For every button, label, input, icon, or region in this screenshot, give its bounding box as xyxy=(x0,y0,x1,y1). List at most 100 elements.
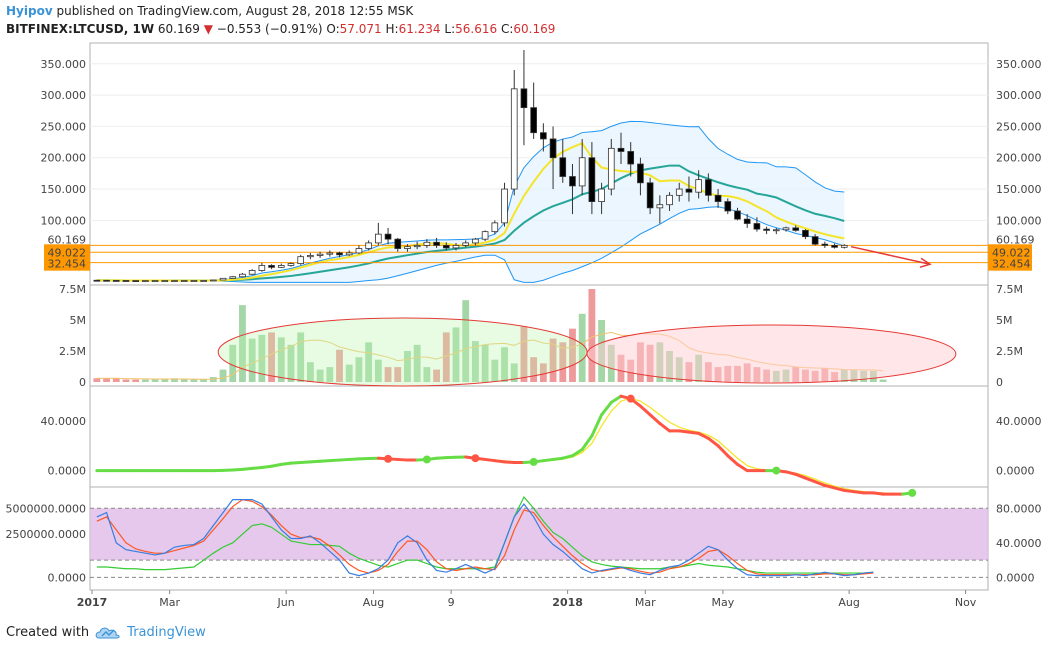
crossover-dot[interactable] xyxy=(422,455,431,464)
candle-body[interactable] xyxy=(151,280,159,283)
candle-body[interactable] xyxy=(840,245,848,248)
volume-bar[interactable] xyxy=(374,359,382,382)
candle-body[interactable] xyxy=(297,256,305,264)
volume-bar[interactable] xyxy=(219,369,227,382)
candle-body[interactable] xyxy=(520,88,528,109)
candle-body[interactable] xyxy=(617,147,625,152)
candle-body[interactable] xyxy=(530,107,537,134)
crossover-dot[interactable] xyxy=(908,488,917,497)
candle-body[interactable] xyxy=(821,243,829,246)
pane-frame-3[interactable] xyxy=(89,385,989,488)
candle-body[interactable] xyxy=(607,147,615,190)
candle-body[interactable] xyxy=(384,233,392,240)
volume-bar[interactable] xyxy=(491,359,499,382)
volume-bar[interactable] xyxy=(171,378,178,382)
crossover-dot[interactable] xyxy=(626,394,635,403)
candle-body[interactable] xyxy=(569,176,576,187)
volume-bar[interactable] xyxy=(384,367,392,382)
candle-body[interactable] xyxy=(404,246,411,249)
candle-body[interactable] xyxy=(326,252,334,255)
candle-body[interactable] xyxy=(248,270,256,275)
price-pane[interactable]: 350.000 350.000 300.000 300.000 250.000 250.0… xyxy=(41,50,1042,283)
candle-body[interactable] xyxy=(501,188,508,224)
candle-body[interactable] xyxy=(112,280,120,282)
volume-bar[interactable] xyxy=(355,357,363,382)
volume-bar[interactable] xyxy=(879,379,887,382)
volume-bar[interactable] xyxy=(471,341,479,382)
candle-body[interactable] xyxy=(258,265,266,271)
candle-body[interactable] xyxy=(695,179,702,193)
volume-bar[interactable] xyxy=(103,378,110,382)
candle-body[interactable] xyxy=(365,242,372,249)
candle-body[interactable] xyxy=(442,245,450,249)
candle-body[interactable] xyxy=(705,179,712,196)
volume-bar[interactable] xyxy=(306,362,314,382)
volume-bar[interactable] xyxy=(132,379,140,382)
candle-body[interactable] xyxy=(93,279,101,282)
volume-bar[interactable] xyxy=(559,342,567,382)
candle-body[interactable] xyxy=(462,242,470,246)
candle-body[interactable] xyxy=(811,236,819,245)
volume-bar[interactable] xyxy=(248,338,256,382)
oscillator-pane[interactable]: 40.0000 40.0000 0.0000 0.0000 xyxy=(41,394,1042,497)
candle-body[interactable] xyxy=(802,229,809,238)
volume-bar[interactable] xyxy=(93,378,101,382)
candle-body[interactable] xyxy=(734,210,741,220)
candle-body[interactable] xyxy=(375,233,382,244)
candle-body[interactable] xyxy=(268,265,275,268)
candle-body[interactable] xyxy=(714,194,722,202)
volume-bar[interactable] xyxy=(549,338,557,382)
candle-body[interactable] xyxy=(772,229,780,232)
candle-body[interactable] xyxy=(316,253,324,256)
volume-bar[interactable] xyxy=(190,379,198,382)
distribution-ellipse[interactable] xyxy=(586,324,957,384)
volume-bar[interactable] xyxy=(277,337,285,382)
crossover-dot[interactable] xyxy=(529,457,538,466)
tradingview-link[interactable]: TradingView xyxy=(127,625,206,640)
candle-body[interactable] xyxy=(724,201,732,212)
candle-body[interactable] xyxy=(394,238,402,249)
time-axis[interactable]: 2017 Mar Jun Aug 9 2018 Mar May Aug Nov xyxy=(77,590,977,609)
volume-bar[interactable] xyxy=(180,379,188,382)
candle-body[interactable] xyxy=(588,157,596,202)
candle-body[interactable] xyxy=(433,241,440,246)
forecast-arrow[interactable] xyxy=(850,245,931,265)
volume-bar[interactable] xyxy=(326,367,334,382)
volume-bar[interactable] xyxy=(394,367,402,382)
crossover-dot[interactable] xyxy=(384,454,393,463)
volume-bar[interactable] xyxy=(200,379,208,382)
candle-body[interactable] xyxy=(132,280,139,282)
candle-body[interactable] xyxy=(656,204,664,209)
volume-bar[interactable] xyxy=(520,326,528,382)
volume-bar[interactable] xyxy=(530,357,538,382)
candle-body[interactable] xyxy=(831,245,838,248)
volume-bar[interactable] xyxy=(345,364,353,382)
candle-body[interactable] xyxy=(210,279,217,282)
candle-body[interactable] xyxy=(481,231,489,240)
candle-body[interactable] xyxy=(229,276,237,279)
candle-body[interactable] xyxy=(452,245,460,249)
volume-bar[interactable] xyxy=(442,332,450,382)
candle-body[interactable] xyxy=(122,280,130,282)
candle-body[interactable] xyxy=(491,222,499,233)
candle-body[interactable] xyxy=(792,227,800,231)
volume-bar[interactable] xyxy=(161,379,169,382)
volume-bar[interactable] xyxy=(501,347,508,382)
candle-body[interactable] xyxy=(336,252,343,256)
volume-bar[interactable] xyxy=(229,344,237,382)
candle-body[interactable] xyxy=(277,265,285,268)
volume-bar[interactable] xyxy=(151,379,159,382)
volume-bar[interactable] xyxy=(413,344,421,382)
accumulation-ellipse[interactable] xyxy=(217,317,588,387)
volume-pane[interactable]: 7.5M 7.5M 5M 5M 2.5M 2.5M 0 0 xyxy=(59,283,1023,389)
stochastic-pane[interactable]: 5000000.0000 2500000.0000 0.0000 80.0000 40.… xyxy=(6,495,1042,584)
volume-bar[interactable] xyxy=(239,305,246,382)
volume-bar[interactable] xyxy=(404,351,411,382)
candle-body[interactable] xyxy=(675,188,683,196)
volume-bar[interactable] xyxy=(481,344,489,382)
volume-bar[interactable] xyxy=(316,369,324,382)
candle-body[interactable] xyxy=(103,279,110,282)
candle-body[interactable] xyxy=(540,132,547,140)
candle-body[interactable] xyxy=(578,157,586,187)
volume-bar[interactable] xyxy=(336,349,343,382)
